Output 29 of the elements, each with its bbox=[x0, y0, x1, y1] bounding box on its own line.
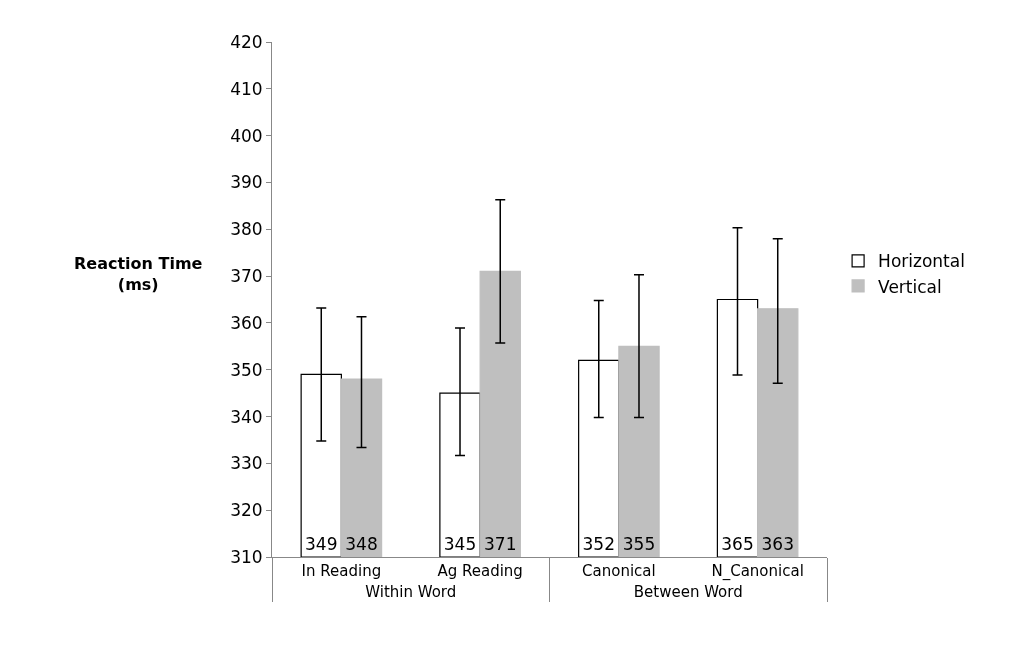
data-label: 365 bbox=[721, 534, 754, 554]
data-label: 371 bbox=[484, 534, 517, 554]
x-tick-label: Ag Reading bbox=[437, 562, 523, 580]
y-tick-label: 360 bbox=[230, 312, 263, 333]
x-tick-label: N_Canonical bbox=[711, 562, 804, 581]
legend-label: Vertical bbox=[878, 276, 942, 297]
data-label: 363 bbox=[761, 534, 794, 554]
y-tick-label: 410 bbox=[230, 78, 263, 99]
y-tick-label: 350 bbox=[230, 359, 263, 380]
data-label: 352 bbox=[582, 534, 615, 554]
y-tick-label: 320 bbox=[230, 500, 263, 521]
x-tick-label: Canonical bbox=[582, 562, 656, 580]
y-tick-label: 340 bbox=[230, 406, 263, 427]
x-tick-label: In Reading bbox=[301, 562, 382, 580]
data-label: 355 bbox=[622, 534, 656, 554]
y-tick-label: 330 bbox=[230, 453, 263, 474]
y-tick-label: 420 bbox=[230, 31, 263, 52]
data-label: 349 bbox=[305, 534, 338, 554]
y-tick-label: 380 bbox=[230, 219, 263, 240]
y-tick-label: 390 bbox=[230, 172, 263, 193]
legend-label: Horizontal bbox=[878, 251, 965, 272]
y-tick-label: 310 bbox=[230, 546, 263, 567]
y-axis-title: Reaction Time (ms) bbox=[74, 254, 203, 294]
y-tick-label: 370 bbox=[230, 266, 263, 287]
data-label: 348 bbox=[345, 534, 378, 554]
text: Within Word bbox=[365, 583, 457, 601]
text: Between Word bbox=[633, 583, 743, 601]
data-label: 345 bbox=[443, 534, 477, 554]
y-tick-label: 400 bbox=[230, 125, 263, 146]
